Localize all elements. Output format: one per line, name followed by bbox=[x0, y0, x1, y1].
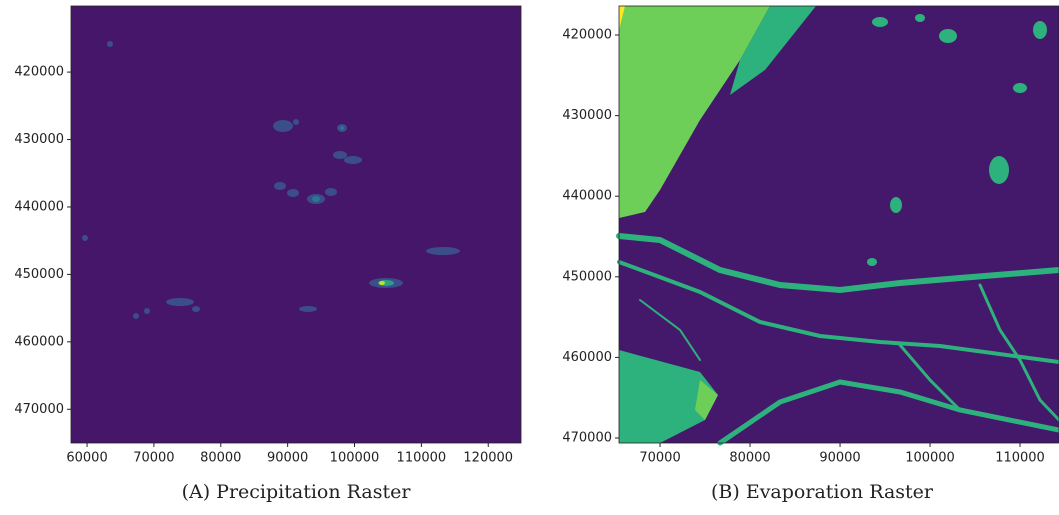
x-tick-label: 70000 bbox=[639, 451, 680, 466]
caption: (A) Precipitation Raster bbox=[182, 481, 412, 503]
x-tick-label: 120000 bbox=[463, 451, 513, 466]
figure: 60000 70000 80000 90000 100000 110000 120000 42… bbox=[0, 0, 1059, 515]
x-tick-label: 80000 bbox=[200, 451, 241, 466]
y-tick-label: 420000 bbox=[14, 65, 64, 80]
caption: (B) Evaporation Raster bbox=[711, 481, 934, 503]
y-tick-label: 440000 bbox=[14, 199, 64, 214]
y-tick-label: 440000 bbox=[562, 189, 612, 204]
x-tick-label: 110000 bbox=[397, 451, 447, 466]
y-tick-label: 470000 bbox=[562, 431, 612, 446]
y-tick-label: 430000 bbox=[562, 108, 612, 123]
x-tick-label: 60000 bbox=[66, 451, 107, 466]
precipitation-peak bbox=[312, 196, 320, 202]
precipitation-peak bbox=[340, 126, 344, 130]
x-tick-label: 100000 bbox=[330, 451, 380, 466]
x-tick-label: 110000 bbox=[995, 451, 1045, 466]
y-tick-label: 430000 bbox=[14, 132, 64, 147]
x-tick-label: 70000 bbox=[133, 451, 174, 466]
precipitation-raster bbox=[71, 6, 521, 443]
x-tick-label: 100000 bbox=[905, 451, 955, 466]
y-tick-label: 420000 bbox=[562, 28, 612, 43]
x-tick-label: 90000 bbox=[267, 451, 308, 466]
y-tick-label: 460000 bbox=[562, 350, 612, 365]
x-tick-label: 80000 bbox=[729, 451, 770, 466]
evaporation-raster bbox=[619, 6, 1059, 443]
y-tick-label: 450000 bbox=[562, 269, 612, 284]
y-tick-label: 460000 bbox=[14, 334, 64, 349]
x-tick-label: 90000 bbox=[819, 451, 860, 466]
precipitation-peak bbox=[379, 281, 385, 285]
y-tick-label: 450000 bbox=[14, 267, 64, 282]
y-tick-label: 470000 bbox=[14, 402, 64, 417]
raster-background bbox=[71, 6, 521, 443]
